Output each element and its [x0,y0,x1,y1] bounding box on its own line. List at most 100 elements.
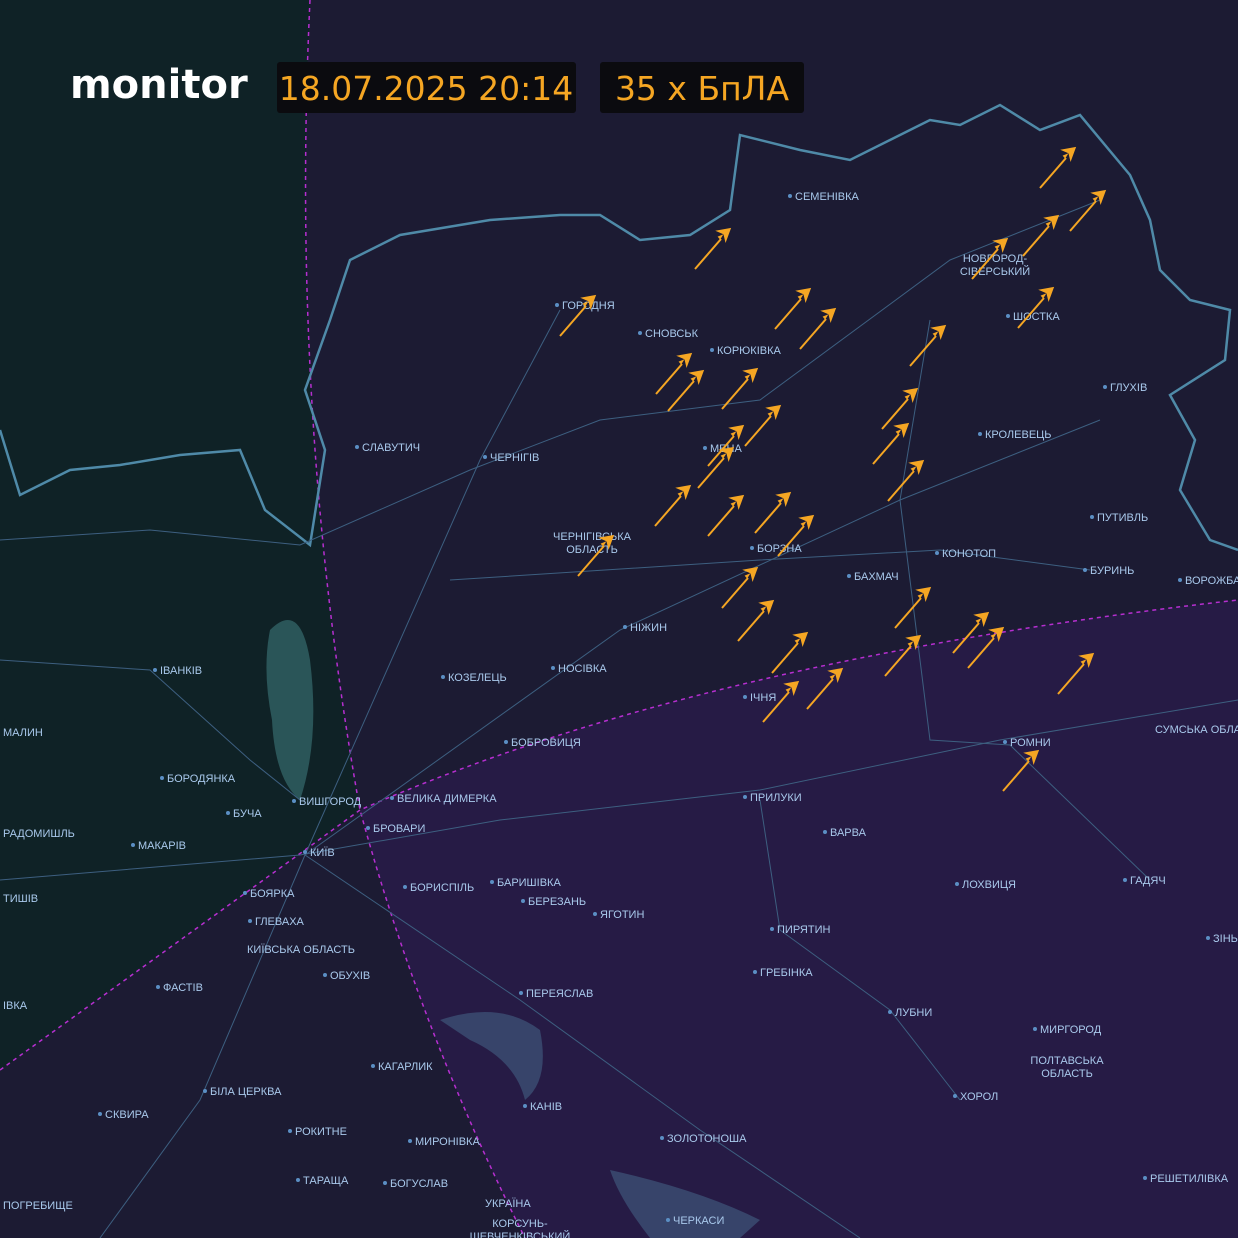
place-label: ІВКА [3,1000,28,1012]
place-label: ШОСТКА [1013,311,1060,323]
drone-icon [688,369,705,385]
place-dot [1083,568,1087,572]
place-dot [1143,1176,1147,1180]
drone [1022,214,1060,257]
drone [667,369,705,412]
drone-icon [915,586,932,602]
place-dot [292,799,296,803]
place-dot [750,546,754,550]
drone-icon [765,404,782,420]
drone-icon [728,494,745,510]
drone-trail [721,378,749,410]
road [304,419,1101,856]
drone-trail [806,678,834,710]
place-dot [408,1139,412,1143]
place-dot [955,882,959,886]
drone-icon [1038,286,1055,302]
place-dot [366,826,370,830]
place-dot [638,331,642,335]
timestamp: 18.07.2025 20:14 [279,69,574,108]
place-dot [483,455,487,459]
place-label: БОРЗНА [757,543,802,555]
place-label: МИРОНІВКА [415,1136,480,1148]
drone [707,494,745,537]
range-arc [304,0,526,1238]
place-dot [383,1181,387,1185]
drone [887,459,925,502]
drone-icon [795,287,812,303]
drone [707,424,745,467]
place-dot [156,985,160,989]
place-label: СІВЕРСЬКИЙ [960,265,1030,278]
place-dot [1090,515,1094,519]
place-label: СЛАВУТИЧ [362,442,420,454]
place-dot [847,574,851,578]
place-label: ОБЛАСТЬ [566,544,618,556]
place-dot [243,891,247,895]
road [899,319,1151,881]
place-dot [355,445,359,449]
place-dot [978,432,982,436]
place-dot [888,1010,892,1014]
place-dot [226,811,230,815]
road [449,549,1091,581]
drones [559,146,1107,792]
drone-trail [971,248,999,280]
drone [559,294,597,337]
place-label: ПИРЯТИН [777,924,830,936]
place-label: СУМСЬКА ОБЛАСТЬ [1155,724,1238,736]
place-dot [593,912,597,916]
timestamp-box [277,62,576,113]
place-dot [710,348,714,352]
place-dot [504,740,508,744]
place-label: ГАДЯЧ [1130,875,1166,887]
place-dot [303,850,307,854]
drone-icon [783,680,800,696]
place-label: СЕМЕНІВКА [795,191,860,203]
place-dot [296,1178,300,1182]
drone-trail [777,525,805,557]
place-label: МАЛИН [3,727,43,739]
place-label: БЕРЕЗАНЬ [528,896,586,908]
drone [1017,286,1055,329]
drone [777,514,815,557]
zone-west [0,0,360,1070]
place-label: ЛУБНИ [895,1007,932,1019]
place-label: ЗОЛОТОНОША [667,1133,747,1145]
drone-icon [893,422,910,438]
drone-trail [1057,663,1085,695]
place-label: ВЕЛИКА ДИМЕРКА [397,793,497,805]
place-label: ЛОХВИЦЯ [962,879,1016,891]
place-label: КОНОТОП [942,548,996,560]
drone-icon [1023,749,1040,765]
drone-trail [1002,760,1030,792]
place-label: БУРИНЬ [1090,565,1134,577]
drone-count: 35 x БпЛА [615,69,790,108]
place-dot [1006,314,1010,318]
drone-trail [1069,200,1097,232]
place-dot [753,970,757,974]
place-dot [523,1104,527,1108]
drone-icon [908,459,925,475]
place-label: ЧЕРКАСИ [673,1215,724,1227]
drone-icon [1043,214,1060,230]
place-dot [441,675,445,679]
place-label: ГЛЕВАХА [255,916,305,928]
place-label: СКВИРА [105,1109,149,1121]
place-label: РАДОМИШЛЬ [3,828,75,840]
place-label: ІВАНКІВ [160,665,202,677]
place-label: КАГАРЛИК [378,1061,433,1073]
drone-icon [675,484,692,500]
zone-southeast [360,600,1238,1238]
place-dot [823,830,827,834]
place-dot [703,446,707,450]
place-label: БОБРОВИЦЯ [511,737,581,749]
brand: monitor [70,62,248,108]
place-dot [623,625,627,629]
place-label: РЕШЕТИЛІВКА [1150,1173,1229,1185]
place-dot [1123,878,1127,882]
place-label: ХОРОЛ [960,1091,998,1103]
place-dot [555,303,559,307]
